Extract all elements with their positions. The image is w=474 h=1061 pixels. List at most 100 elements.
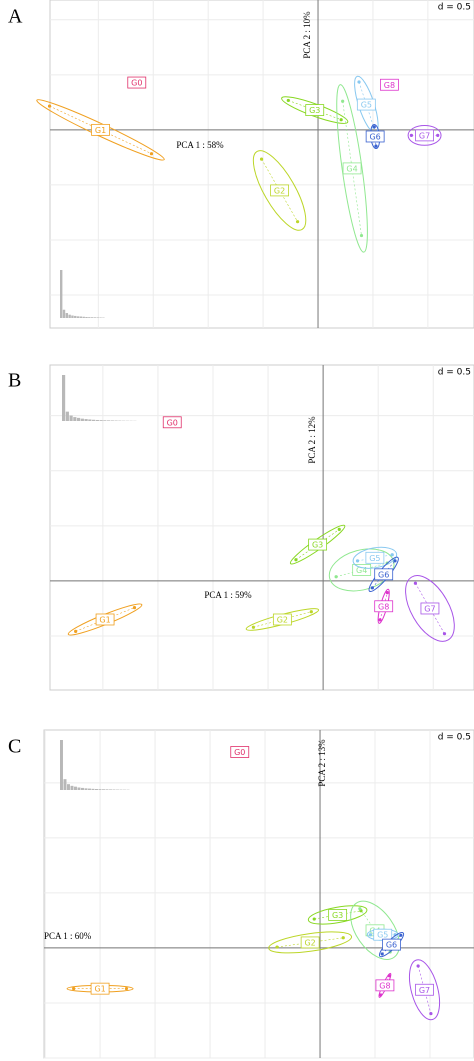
group-end: [436, 133, 440, 137]
group-ellipse: [307, 905, 368, 925]
eigenvalue-bar: [102, 789, 105, 790]
group-end: [259, 157, 264, 161]
group-label: G5: [361, 101, 372, 110]
group-ellipse: [405, 575, 455, 642]
group-end: [149, 152, 154, 156]
group-label: G1: [94, 985, 105, 994]
eigenvalue-bar: [93, 317, 97, 318]
group-end: [286, 98, 290, 103]
eigenvalue-bar: [107, 420, 111, 421]
group-label-box: [230, 746, 250, 758]
group-end: [387, 974, 391, 978]
group-label-box: [356, 98, 376, 111]
group-axis: [380, 975, 390, 996]
group-label-box: [272, 613, 292, 626]
group-label-box: [382, 938, 401, 951]
group-ellipse: [352, 546, 398, 569]
group-end: [124, 987, 129, 991]
group-end: [442, 632, 447, 636]
group-end: [399, 933, 403, 937]
eigenvalue-bar: [62, 375, 66, 421]
eigenvalue-bar: [98, 789, 102, 790]
group-label: G6: [378, 570, 389, 579]
group-label: G1: [95, 126, 106, 135]
group-axis: [295, 529, 340, 560]
group-end: [374, 144, 378, 148]
group-end: [359, 233, 364, 238]
eigenvalue-bar: [60, 740, 63, 790]
eigenvalue-bar: [99, 420, 103, 421]
group-label-box: [374, 568, 394, 581]
eigenvalue-bar: [110, 420, 114, 421]
eigenvalue-bar: [63, 779, 67, 790]
group-label: G2: [277, 615, 288, 624]
group-end: [341, 99, 345, 103]
panel: B PCA 1 : 59% PCA 2 : 12% d = 0.5 G0 G1 G2 G3 G4…: [8, 364, 474, 691]
group-axis: [342, 101, 362, 236]
group-axis: [379, 592, 388, 620]
eigenvalue-bar: [84, 419, 88, 421]
group-end: [132, 606, 137, 610]
panel-label: A: [8, 6, 23, 28]
group-end: [312, 917, 316, 921]
eigenvalue-bar: [82, 316, 85, 318]
group-label: G0: [131, 79, 142, 88]
group-label-box: [91, 123, 110, 136]
group-end: [372, 125, 376, 129]
group-ellipse: [336, 84, 368, 253]
group-end: [275, 945, 279, 949]
eigenvalue-bar: [65, 411, 69, 421]
group-label-box: [420, 602, 440, 615]
panel-label: C: [8, 736, 21, 758]
eigenvalue-bar: [84, 788, 88, 790]
group-label-box: [415, 129, 434, 142]
group-end: [378, 618, 382, 622]
eigenvalue-bar: [65, 313, 69, 318]
eigenvalue-bar: [95, 419, 99, 421]
group-label: G0: [234, 748, 245, 757]
eigenvalue-bar: [67, 784, 70, 790]
scale-label-bg: [435, 732, 473, 743]
group-ellipse: [408, 959, 441, 1021]
group-label: G0: [167, 418, 178, 427]
eigenvalue-bar: [74, 786, 77, 790]
group-label-box: [162, 416, 182, 429]
group-end: [413, 581, 418, 585]
group-label-box: [328, 909, 348, 921]
eigenvalue-bar: [85, 317, 88, 318]
group-label-box: [380, 78, 399, 91]
eigenvalue-bar: [103, 420, 107, 421]
eigenvalue-bar: [81, 787, 84, 790]
scale-label-bg: [435, 367, 473, 378]
eigenvalue-bar: [90, 317, 94, 318]
group-end: [294, 558, 298, 562]
group-label: G6: [369, 132, 380, 141]
group-label: G3: [332, 911, 343, 920]
plot-frame: [49, 364, 474, 691]
group-end: [357, 80, 361, 84]
group-label: G5: [377, 931, 388, 940]
group-label-box: [308, 538, 328, 551]
group-label: G8: [379, 981, 390, 990]
group-label-box: [305, 104, 325, 116]
group-label-box: [352, 564, 372, 576]
eigenvalue-bar: [96, 317, 99, 318]
group-ellipse: [252, 150, 307, 231]
group-end: [429, 1011, 433, 1016]
scale-label-bg: [435, 2, 473, 13]
scale-label: d = 0.5: [438, 368, 471, 378]
group-end: [385, 591, 389, 595]
eigenvalue-bar: [68, 314, 71, 318]
group-label-box: [375, 979, 395, 992]
group-label: G7: [419, 131, 430, 140]
group-label: G8: [384, 81, 395, 90]
eigenvalue-bar: [79, 316, 83, 318]
group-end: [416, 964, 420, 968]
eigenvalue-bar: [76, 316, 80, 318]
eigenvalue-bar: [109, 789, 112, 790]
group-end: [337, 527, 341, 532]
group-label-box: [90, 982, 110, 995]
group-label-box: [270, 184, 289, 197]
group-label: G6: [386, 941, 397, 950]
